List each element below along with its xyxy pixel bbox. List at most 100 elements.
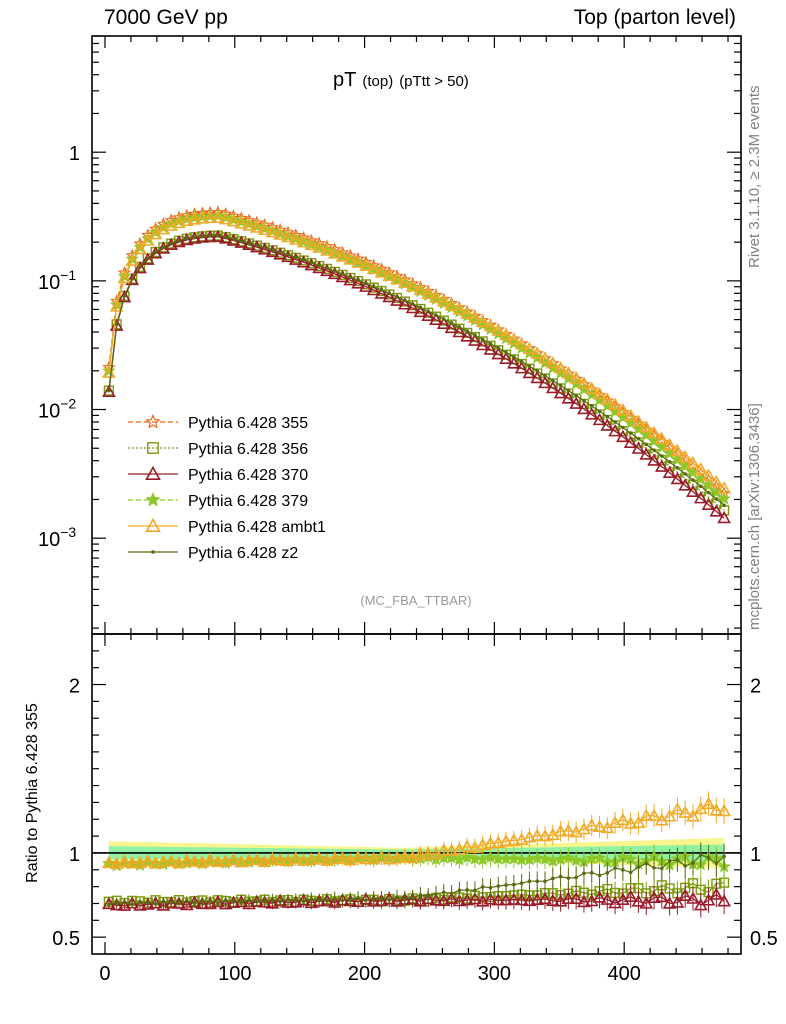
dot-marker [613, 420, 617, 424]
triangle-marker [623, 889, 638, 902]
triangle-marker [584, 407, 599, 420]
dot-marker [231, 237, 236, 241]
dot-marker [395, 295, 399, 299]
dot-marker [231, 899, 236, 904]
dot-marker [480, 885, 485, 889]
triangle-marker [577, 894, 591, 908]
dot-marker [395, 895, 399, 900]
star-marker [507, 851, 521, 865]
triangle-marker [616, 812, 630, 826]
dot-marker [317, 898, 321, 902]
triangle-marker [452, 302, 467, 315]
triangle-marker [312, 240, 327, 253]
triangle-marker [701, 893, 716, 906]
dot-marker [496, 884, 501, 888]
dot-marker [200, 899, 205, 904]
dot-marker [652, 865, 656, 870]
triangle-marker [538, 375, 552, 389]
dot-marker [247, 241, 251, 246]
dot-marker [480, 337, 485, 342]
triangle-marker [296, 255, 311, 268]
dot-marker [153, 250, 158, 254]
dot-marker [597, 873, 602, 878]
triangle-marker [545, 893, 560, 907]
triangle-marker [444, 843, 459, 857]
dot-marker [621, 868, 625, 872]
triangle-marker [304, 895, 319, 909]
triangle-marker [226, 214, 241, 227]
legend-entry: Pythia 6.428 370 [128, 465, 308, 484]
star-marker [483, 850, 498, 864]
triangle-marker [475, 837, 490, 851]
triangle-marker [561, 391, 576, 404]
dot-marker [574, 393, 578, 398]
dot-marker [589, 870, 594, 875]
triangle-marker [623, 435, 638, 448]
triangle-marker [429, 290, 443, 303]
triangle-marker [133, 898, 147, 911]
dot-marker [223, 898, 228, 903]
triangle-marker [569, 891, 584, 905]
dot-marker [340, 272, 345, 276]
dot-marker [208, 899, 212, 903]
triangle-marker [304, 852, 319, 865]
triangle-marker [514, 832, 529, 845]
triangle-marker [647, 453, 661, 466]
triangle-marker [670, 802, 685, 815]
triangle-marker [397, 849, 412, 863]
triangle-marker [561, 823, 576, 836]
dot-marker [301, 258, 306, 262]
triangle-marker [468, 891, 482, 905]
dot-marker [239, 239, 244, 243]
triangle-marker [709, 474, 724, 488]
triangle-marker [553, 386, 568, 399]
dot-marker [309, 897, 314, 901]
triangle-marker [600, 418, 615, 431]
triangle-marker [522, 893, 537, 907]
triangle-marker [390, 293, 404, 306]
dot-marker [683, 472, 687, 476]
source-label: mcplots.cern.ch [arXiv:1306.3436] [746, 403, 763, 630]
dot-marker [512, 355, 516, 359]
dot-marker [527, 364, 532, 369]
dot-marker [426, 309, 430, 314]
triangle-marker [545, 380, 560, 394]
triangle-marker [616, 403, 630, 416]
y-tick-label: 10−2 [38, 396, 76, 423]
dot-marker [348, 897, 353, 902]
triangle-marker [701, 497, 716, 510]
triangle-marker [499, 834, 513, 847]
dot-marker [543, 373, 547, 378]
dot-marker [441, 890, 446, 895]
dot-marker [410, 302, 415, 306]
triangle-marker [647, 425, 661, 439]
dot-marker [114, 322, 119, 327]
dot-marker [107, 388, 111, 393]
triangle-marker [444, 320, 459, 334]
star-marker [145, 413, 161, 429]
triangle-marker [592, 386, 607, 400]
triangle-marker [678, 805, 693, 818]
triangle-marker [475, 894, 490, 907]
legend-entry: Pythia 6.428 379 [128, 491, 308, 510]
dot-marker [286, 253, 290, 257]
triangle-marker [654, 459, 669, 472]
dot-marker [457, 325, 462, 329]
dot-marker [364, 898, 368, 903]
triangle-marker [678, 449, 693, 463]
triangle-marker [483, 319, 498, 332]
triangle-marker [616, 429, 630, 443]
dot-marker [301, 899, 306, 904]
dot-marker [652, 448, 656, 452]
triangle-marker [577, 376, 591, 389]
triangle-marker [382, 289, 397, 303]
dot-marker [512, 882, 516, 887]
dot-marker [177, 900, 181, 905]
triangle-marker [436, 294, 451, 307]
triangle-marker [608, 424, 622, 437]
triangle-marker [133, 855, 147, 869]
triangle-marker [140, 252, 155, 265]
triangle-marker [553, 361, 568, 374]
dot-marker [722, 854, 726, 859]
dot-marker [473, 888, 477, 893]
